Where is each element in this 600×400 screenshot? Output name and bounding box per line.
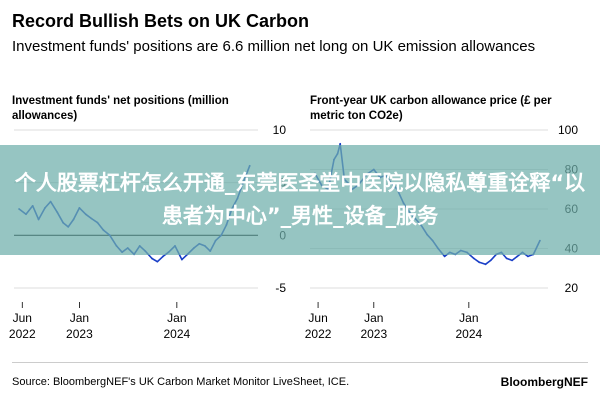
data-point — [527, 255, 529, 258]
data-point — [489, 259, 492, 262]
data-point — [484, 263, 487, 266]
y-tick-label: 20 — [565, 281, 579, 295]
source-note: Source: BloombergNEF's UK Carbon Market … — [12, 376, 350, 388]
data-point — [339, 142, 342, 145]
x-tick-label: 2023 — [66, 327, 93, 341]
y-tick-label: 10 — [273, 123, 287, 137]
x-tick-label: Jan — [70, 311, 89, 325]
overlay-banner-text: 个人股票杠杆怎么开通_东莞医圣堂中医院以隐私尊重诠释“以患者为中心”_男性_设备… — [14, 171, 586, 228]
data-point — [156, 260, 159, 263]
x-tick-label: 2024 — [163, 327, 190, 341]
data-point — [505, 257, 508, 260]
y-tick-label: -5 — [275, 281, 286, 295]
x-tick-label: Jan — [167, 311, 186, 325]
chart-subtitle: Investment funds' positions are 6.6 mill… — [12, 38, 536, 55]
data-point — [443, 255, 446, 258]
data-point — [511, 259, 513, 262]
footer-divider — [12, 362, 588, 363]
data-point — [478, 261, 481, 264]
right-panel-title: Front-year UK carbon allowance price (£ … — [310, 95, 552, 122]
x-tick-label: 2023 — [360, 327, 387, 341]
y-tick-label: 100 — [558, 123, 578, 137]
data-point — [472, 257, 475, 260]
left-panel-title: Investment funds' net positions (million… — [12, 95, 229, 122]
x-tick-label: 2024 — [455, 327, 482, 341]
overlay-banner — [0, 145, 600, 255]
x-tick-label: Jun — [13, 311, 32, 325]
data-point — [516, 255, 519, 258]
data-point — [181, 258, 183, 261]
brand-logo: BloombergNEF — [500, 375, 588, 389]
x-tick-label: Jan — [459, 311, 478, 325]
x-tick-label: 2022 — [9, 327, 36, 341]
x-tick-label: 2022 — [305, 327, 332, 341]
data-point — [162, 255, 164, 258]
data-point — [151, 257, 153, 260]
chart-title: Record Bullish Bets on UK Carbon — [12, 11, 310, 31]
x-tick-label: Jan — [364, 311, 383, 325]
x-tick-label: Jun — [308, 311, 327, 325]
